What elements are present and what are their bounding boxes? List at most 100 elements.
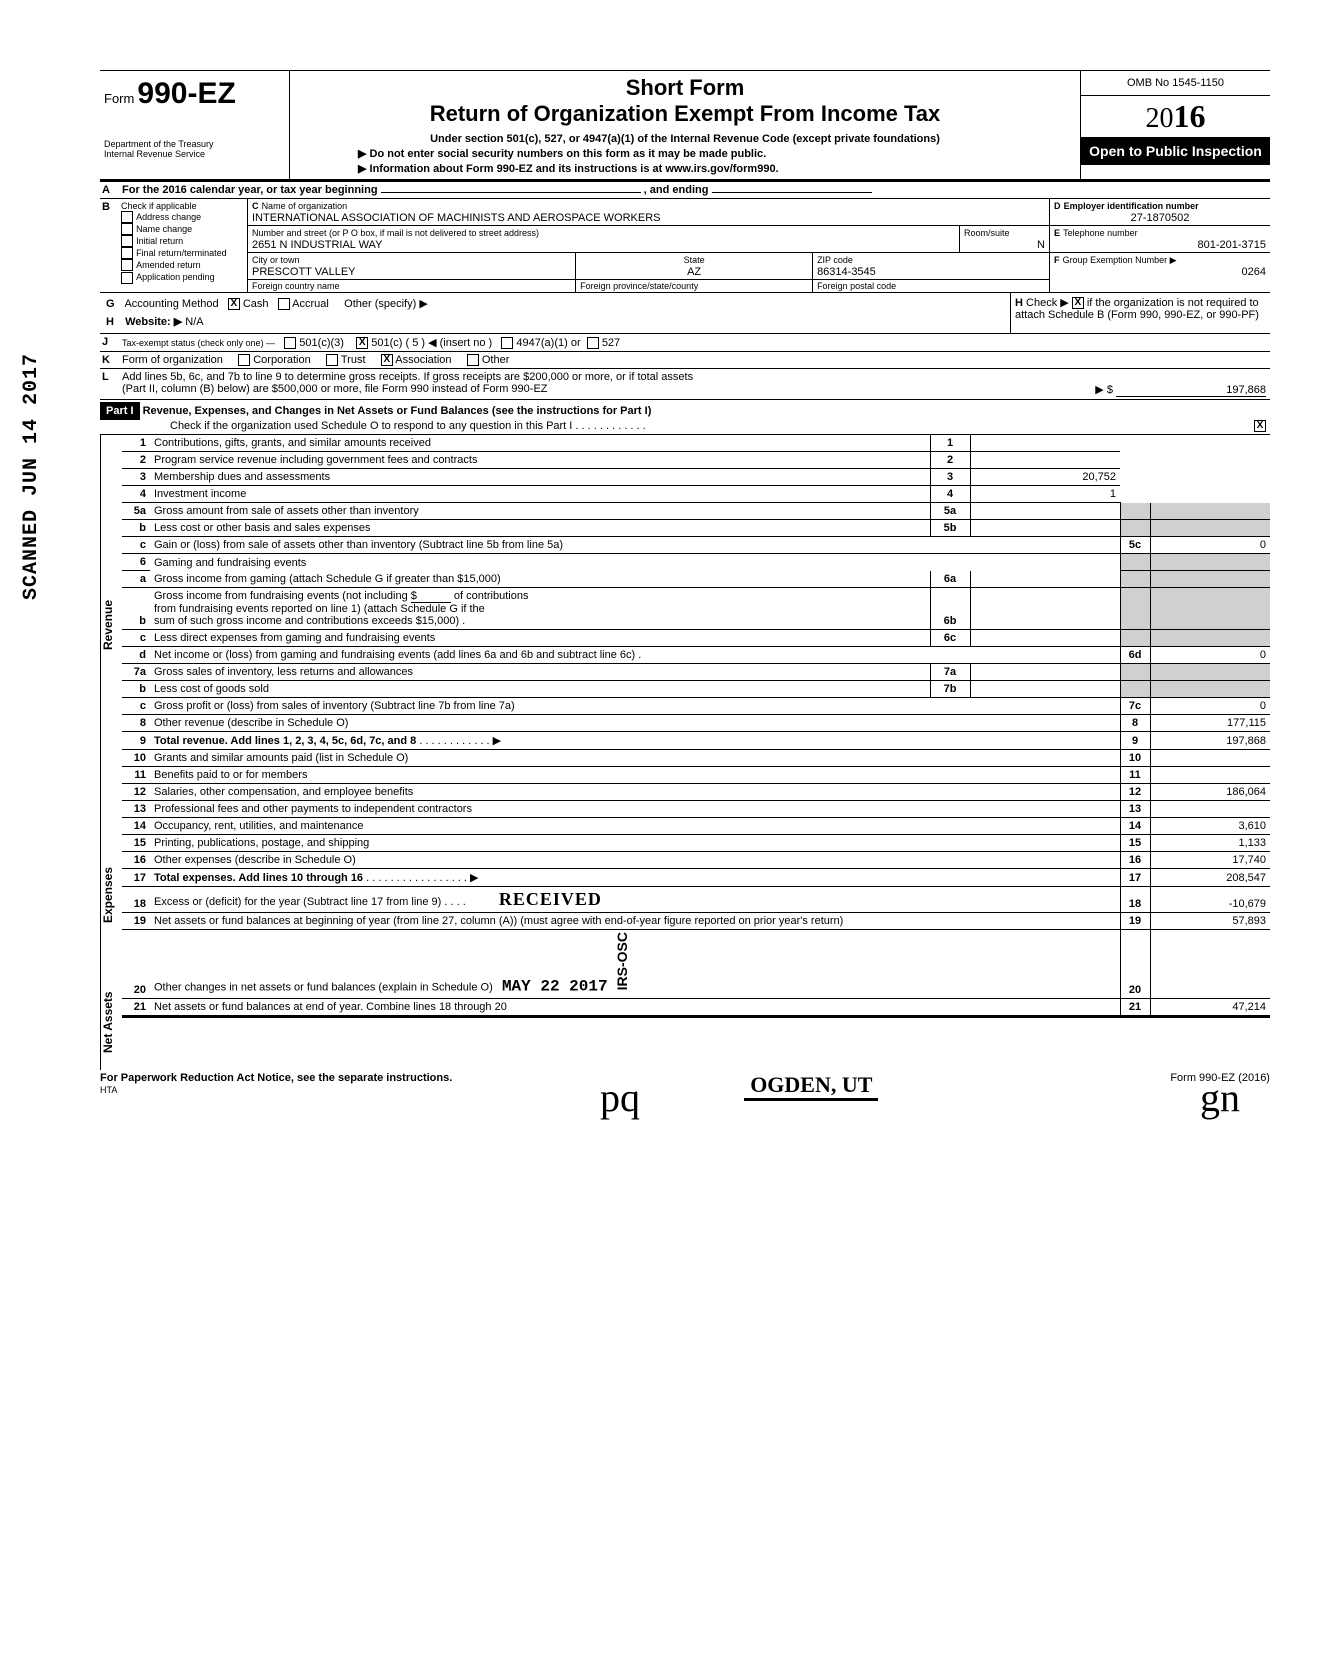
ck-assoc[interactable]: X xyxy=(381,354,393,366)
opt-initial: Initial return xyxy=(136,236,183,246)
received-stamp: RECEIVED xyxy=(499,889,602,909)
row-l: L Add lines 5b, 6c, and 7b to line 9 to … xyxy=(100,369,1270,400)
ck-527[interactable] xyxy=(587,337,599,349)
line-2: 2Program service revenue including gover… xyxy=(122,452,1270,469)
part1-header: Part I Revenue, Expenses, and Changes in… xyxy=(100,400,1270,435)
ck-trust[interactable] xyxy=(326,354,338,366)
ck-final[interactable] xyxy=(121,247,133,259)
line-8: 8Other revenue (describe in Schedule O)8… xyxy=(122,715,1270,732)
street-label: Number and street (or P O box, if mail i… xyxy=(252,228,539,238)
line-14: 14Occupancy, rent, utilities, and mainte… xyxy=(122,818,1270,835)
ck-501c[interactable]: X xyxy=(356,337,368,349)
line-5c: cGain or (loss) from sale of assets othe… xyxy=(122,537,1270,554)
l6b-t1: Gross income from fundraising events (no… xyxy=(154,590,408,602)
form-number: 990-EZ xyxy=(137,77,235,110)
ck-address-change[interactable] xyxy=(121,211,133,223)
line-5a: 5aGross amount from sale of assets other… xyxy=(122,503,1270,520)
l6b-t3: from fundraising events reported on line… xyxy=(154,603,485,615)
line-6b: b Gross income from fundraising events (… xyxy=(122,588,1270,630)
line-6a: aGross income from gaming (attach Schedu… xyxy=(122,571,1270,588)
opt-amended: Amended return xyxy=(136,260,201,270)
opt-other-method: Other (specify) ▶ xyxy=(344,298,428,310)
street-value: 2651 N INDUSTRIAL WAY xyxy=(252,239,382,251)
state-value: AZ xyxy=(687,266,701,278)
year-suffix: 16 xyxy=(1174,98,1206,134)
check-if-applicable: Check if applicable Address change Name … xyxy=(118,199,248,292)
line-11: 11Benefits paid to or for members11 xyxy=(122,767,1270,784)
ck-schedule-o[interactable]: X xyxy=(1254,420,1266,432)
ck-initial[interactable] xyxy=(121,235,133,247)
acct-method-label: Accounting Method xyxy=(124,298,218,310)
line-15: 15Printing, publications, postage, and s… xyxy=(122,835,1270,852)
dept-treasury: Department of the Treasury xyxy=(104,139,285,149)
label-j: J xyxy=(100,334,118,351)
initial-1: pq xyxy=(600,1074,640,1121)
zip-value: 86314-3545 xyxy=(817,266,876,278)
l-arrow: ▶ $ xyxy=(1095,384,1113,396)
line-6: 6Gaming and fundraising events xyxy=(122,554,1270,571)
part1-title: Revenue, Expenses, and Changes in Net As… xyxy=(143,405,652,417)
line-12: 12Salaries, other compensation, and empl… xyxy=(122,784,1270,801)
header-middle: Short Form Return of Organization Exempt… xyxy=(290,71,1080,179)
label-i-left: H xyxy=(104,314,122,330)
tax-year: 2016 xyxy=(1081,96,1270,138)
lines-table: 1Contributions, gifts, grants, and simil… xyxy=(122,435,1270,537)
l-text1: Add lines 5b, 6c, and 7b to line 9 to de… xyxy=(122,371,1266,383)
opt-pending: Application pending xyxy=(136,272,215,282)
cal-year-begin: For the 2016 calendar year, or tax year … xyxy=(122,184,378,196)
line-20: 20Other changes in net assets or fund ba… xyxy=(122,930,1270,998)
ck-accrual[interactable] xyxy=(278,298,290,310)
ck-4947[interactable] xyxy=(501,337,513,349)
zip-label: ZIP code xyxy=(817,255,853,265)
label-g: G xyxy=(104,296,122,312)
footer: For Paperwork Reduction Act Notice, see … xyxy=(100,1070,1270,1101)
foreign-country-label: Foreign country name xyxy=(248,280,576,292)
ck-corp[interactable] xyxy=(238,354,250,366)
year-begin-blank[interactable] xyxy=(381,192,641,193)
line-21: 21Net assets or fund balances at end of … xyxy=(122,998,1270,1016)
line-16: 16Other expenses (describe in Schedule O… xyxy=(122,852,1270,869)
opt-assoc: Association xyxy=(395,354,451,366)
ck-name-change[interactable] xyxy=(121,223,133,235)
open-to-public: Open to Public Inspection xyxy=(1081,138,1270,165)
line-10: 10Grants and similar amounts paid (list … xyxy=(122,750,1270,767)
ck-other-org[interactable] xyxy=(467,354,479,366)
opt-4947: 4947(a)(1) or xyxy=(516,337,580,349)
ck-cash[interactable]: X xyxy=(228,298,240,310)
line-6c: cLess direct expenses from gaming and fu… xyxy=(122,630,1270,647)
omb-number: OMB No 1545-1150 xyxy=(1081,71,1270,96)
line-18: 18Excess or (deficit) for the year (Subt… xyxy=(122,887,1270,913)
h-check-text: Check ▶ xyxy=(1026,297,1069,309)
l6b-dollar: $ xyxy=(411,590,451,603)
line-7c: cGross profit or (loss) from sales of in… xyxy=(122,698,1270,715)
ck-pending[interactable] xyxy=(121,272,133,284)
line-7b: bLess cost of goods sold7b xyxy=(122,681,1270,698)
name-label: Name of organization xyxy=(262,201,348,211)
opt-501c: 501(c) ( xyxy=(371,337,409,349)
line-1: 1Contributions, gifts, grants, and simil… xyxy=(122,435,1270,452)
website-label: Website: ▶ xyxy=(125,316,182,328)
side-expenses: Expenses xyxy=(100,815,122,975)
cal-year-end: , and ending xyxy=(644,184,709,196)
line-6d: dNet income or (loss) from gaming and fu… xyxy=(122,647,1270,664)
header-right: OMB No 1545-1150 2016 Open to Public Ins… xyxy=(1080,71,1270,179)
side-netassets: Net Assets xyxy=(100,975,122,1070)
def-block: D Employer identification number 27-1870… xyxy=(1050,199,1270,292)
opt-trust: Trust xyxy=(341,354,366,366)
row-j: J Tax-exempt status (check only one) — 5… xyxy=(100,334,1270,352)
line-7a: 7aGross sales of inventory, less returns… xyxy=(122,664,1270,681)
info-url: ▶ Information about Form 990-EZ and its … xyxy=(298,162,1072,175)
calendar-year-text: For the 2016 calendar year, or tax year … xyxy=(118,182,1270,198)
opt-name-change: Name change xyxy=(136,224,192,234)
opt-cash: Cash xyxy=(243,298,269,310)
year-end-blank[interactable] xyxy=(712,192,872,193)
return-title: Return of Organization Exempt From Incom… xyxy=(298,101,1072,127)
ck-amended[interactable] xyxy=(121,259,133,271)
label-c: C xyxy=(252,201,259,211)
ck-schedule-b[interactable]: X xyxy=(1072,297,1084,309)
ck-501c3[interactable] xyxy=(284,337,296,349)
phone-value: 801-201-3715 xyxy=(1054,239,1266,251)
line-19: 19Net assets or fund balances at beginni… xyxy=(122,913,1270,930)
city-value: PRESCOTT VALLEY xyxy=(252,266,356,278)
dept-irs: Internal Revenue Service xyxy=(104,149,285,159)
